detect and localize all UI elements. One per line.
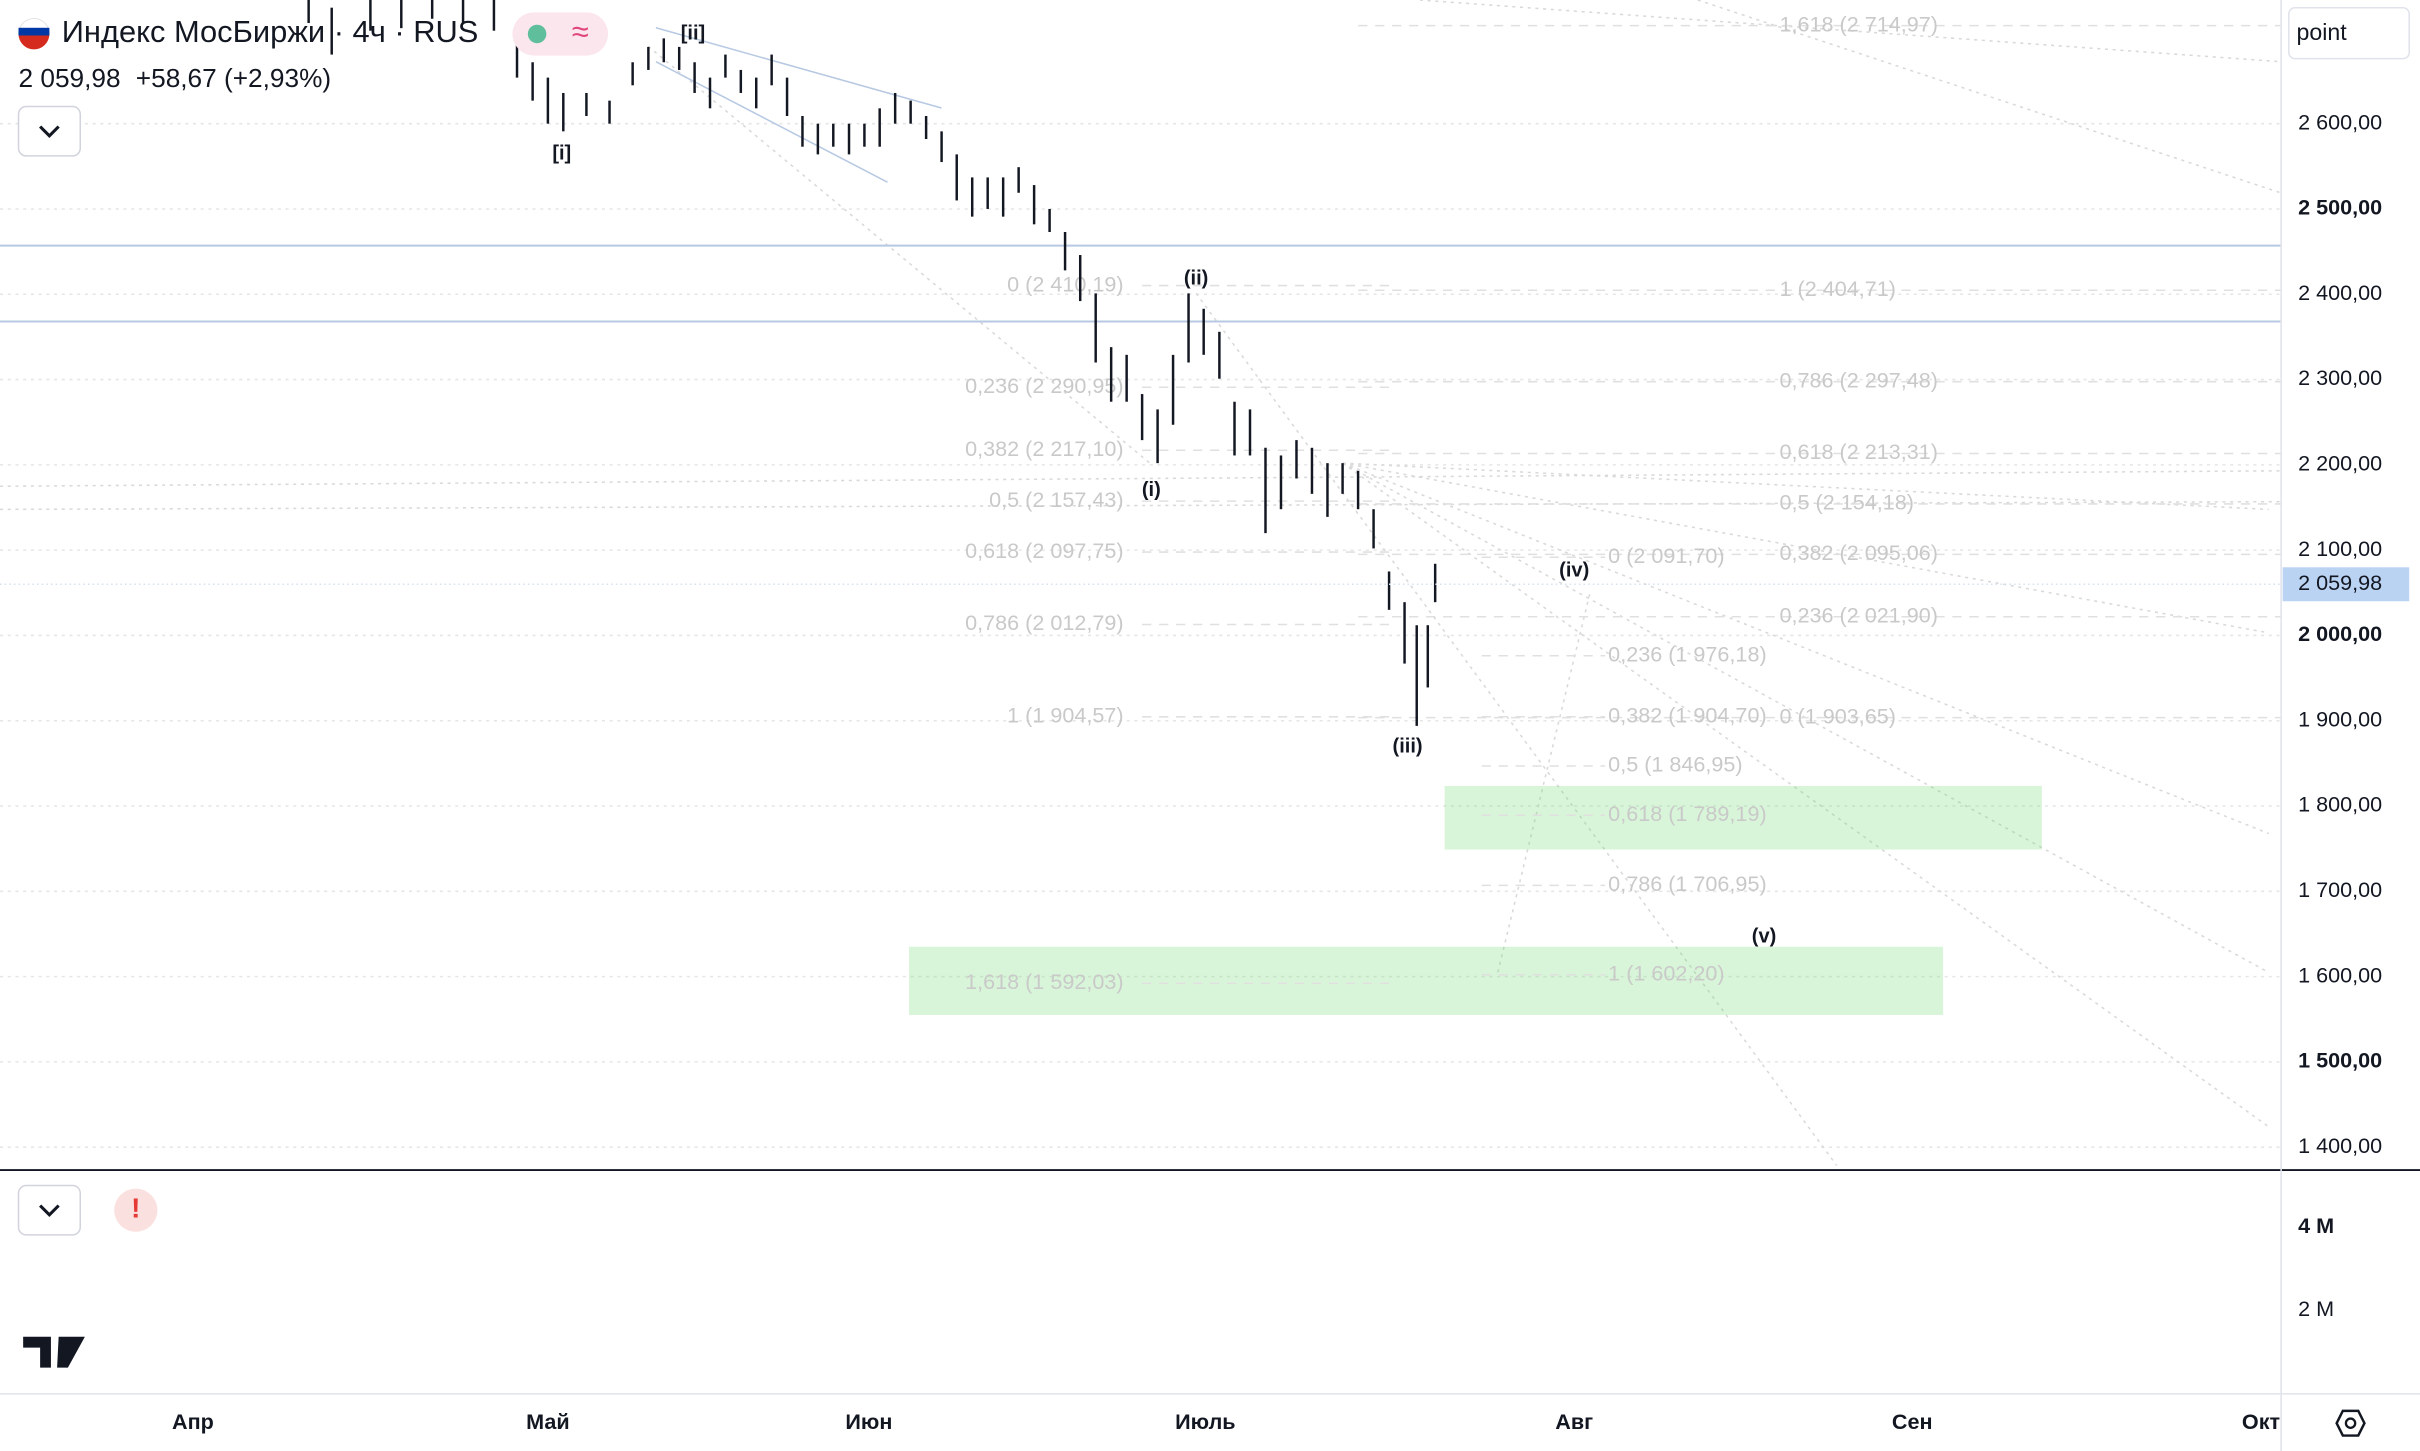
fib-label: 0,618 (1 789,19) — [1608, 801, 1766, 826]
trend-line — [1342, 462, 2270, 974]
trend-line — [1697, 0, 2282, 194]
x-tick-label: Авг — [1555, 1409, 1593, 1434]
axes: 2 600,00 2 500,00 2 400,00 2 300,00 2 200,00… — [172, 109, 2410, 1434]
status-dot — [527, 24, 547, 44]
trend-lines — [0, 0, 2282, 1166]
fib-label: 1 (1 602,20) — [1608, 960, 1724, 985]
target-zone — [1444, 785, 2042, 850]
wave-label: (ii) — [1184, 268, 1208, 290]
y-tick-label: 1 800,00 — [2298, 792, 2382, 817]
fib-label: 0,618 (2 213,31) — [1780, 439, 1938, 464]
x-tick-label: Июн — [845, 1409, 892, 1434]
x-tick-label: Июль — [1175, 1409, 1235, 1434]
chevron — [39, 1204, 60, 1218]
fib-label: 0,382 (2 095,06) — [1780, 540, 1938, 565]
last-price-tag — [2282, 567, 2410, 602]
y-tick-label: 1 400,00 — [2298, 1133, 2382, 1158]
fib-label: 1 (1 904,57) — [1007, 703, 1123, 728]
fib-label: 0,786 (1 706,95) — [1608, 871, 1766, 896]
trend-line — [1342, 462, 2270, 1128]
wave-label: [ii] — [681, 22, 705, 44]
fib-label: 0,236 (2 021,90) — [1780, 602, 1938, 627]
flag-mid — [18, 27, 50, 36]
y-tick-label: 2 500,00 — [2298, 195, 2382, 220]
y-tick-label: 2 200,00 — [2298, 451, 2382, 476]
chevron — [39, 125, 60, 139]
plot: 0 (2 410,19) 0,236 (2 290,95) 0,382 (2 217… — [0, 0, 2282, 1166]
wave-label: (iii) — [1393, 735, 1423, 757]
settings-icon[interactable] — [2335, 1409, 2366, 1437]
trend-line — [1419, 0, 2282, 63]
x-tick-label: Окт — [2242, 1409, 2280, 1434]
fib-label: 0,786 (2 012,79) — [965, 610, 1123, 635]
x-tick-label: Сен — [1892, 1409, 1933, 1434]
fib-label: 0,618 (2 097,75) — [965, 538, 1123, 563]
title: Индекс МосБиржи · 4ч · RUS — [62, 14, 479, 49]
fib-label: 1 (2 404,71) — [1780, 276, 1896, 301]
y-tick-label: 1 700,00 — [2298, 877, 2382, 902]
fib-label: 0,786 (2 297,48) — [1780, 367, 1938, 392]
y-tick-label: 2 100,00 — [2298, 536, 2382, 561]
collapse-button[interactable] — [17, 105, 82, 157]
trend-line — [0, 470, 2282, 488]
grid — [0, 122, 2282, 1148]
trend-line — [1342, 462, 2269, 634]
target-zone — [909, 946, 1944, 1015]
last-price-label: 2 059,98 — [2298, 570, 2382, 595]
fib-label: 1,618 (2 714,97) — [1780, 11, 1938, 36]
y-tick-label: 2 400,00 — [2298, 280, 2382, 305]
trend-line — [1496, 594, 1591, 976]
wave-label: (iv) — [1559, 559, 1589, 581]
y-tick-label: 2 000,00 — [2298, 621, 2382, 646]
last-price: 2 059,98 — [19, 63, 121, 93]
settings-icon-core — [2344, 1417, 2357, 1430]
y-tick-label: 1 600,00 — [2298, 962, 2382, 987]
channel-line — [655, 27, 942, 109]
fib-label: 0,5 (1 846,95) — [1608, 752, 1742, 777]
trend-line — [0, 500, 2282, 511]
fib-label: 0,236 (2 290,95) — [965, 373, 1123, 398]
unit-box[interactable] — [2288, 6, 2410, 60]
trend-line — [647, 45, 1151, 464]
error-icon: ! — [131, 1193, 140, 1224]
status-pill[interactable] — [512, 12, 609, 56]
wave-label: (i) — [1142, 479, 1161, 501]
fib-label: 0 (1 903,65) — [1780, 703, 1896, 728]
tv-logo-dot — [65, 1337, 77, 1349]
unit-text: point — [2297, 19, 2348, 45]
fib-label: 1,618 (1 592,03) — [965, 969, 1123, 994]
wave-label: [i] — [552, 143, 571, 165]
trend-line — [1195, 292, 1838, 1166]
fib-label: 0,5 (2 157,43) — [989, 487, 1123, 512]
fib-label: 0 (2 091,70) — [1608, 543, 1724, 568]
error-badge[interactable] — [114, 1188, 158, 1232]
y-tick-label: 2 600,00 — [2298, 109, 2382, 134]
volume-collapse-button[interactable] — [17, 1184, 82, 1236]
fib-label: 0,382 (1 904,70) — [1608, 702, 1766, 727]
volume-tick-label: 4 M — [2298, 1213, 2334, 1238]
x-tick-label: Апр — [172, 1409, 214, 1434]
x-tick-label: Май — [526, 1409, 570, 1434]
status-icon: ≈ — [572, 14, 589, 49]
volume-tick-label: 2 M — [2298, 1296, 2334, 1321]
y-tick-label: 2 300,00 — [2298, 365, 2382, 390]
fib-label: 0,382 (2 217,10) — [965, 436, 1123, 461]
fib-label: 0,236 (1 976,18) — [1608, 641, 1766, 666]
fib-label: 0 (2 410,19) — [1007, 271, 1123, 296]
y-tick-label: 1 500,00 — [2298, 1048, 2382, 1073]
wave-label: (v) — [1752, 925, 1777, 947]
fib-label: 0,5 (2 154,18) — [1780, 490, 1914, 515]
price-change: +58,67 (+2,93%) — [136, 63, 331, 93]
y-tick-label: 1 900,00 — [2298, 706, 2382, 731]
